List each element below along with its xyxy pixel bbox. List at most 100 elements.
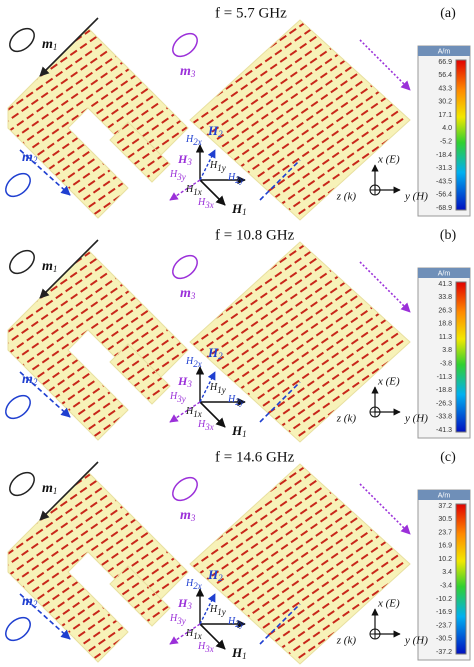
panel-label: (b): [440, 228, 457, 243]
colorbar-tick-label: -11.3: [437, 374, 453, 381]
colorbar-tick-label: -37.2: [436, 649, 452, 656]
vector-subscript: 2: [218, 573, 223, 583]
vector-symbol: H: [207, 345, 219, 360]
vector-symbol: H: [169, 169, 178, 180]
vector-label: H3: [177, 152, 192, 167]
vector-label: H2y: [227, 616, 244, 629]
vector-label: H3: [177, 596, 192, 611]
vector-label: m3: [180, 508, 196, 523]
colorbar-tick-label: 30.2: [438, 99, 452, 106]
vector-symbol: H: [231, 201, 243, 216]
vector-subscript: 2y: [235, 397, 244, 407]
vector-subscript: 3: [190, 69, 196, 79]
vector-symbol: m: [42, 259, 53, 274]
vector-label: H2: [207, 123, 223, 139]
vector-label: H2y: [227, 394, 244, 407]
vector-label: m1: [42, 481, 57, 496]
vector-label: m2: [22, 372, 38, 387]
vector-subscript: 3y: [176, 616, 186, 626]
colorbar-tick-label: 4.0: [442, 125, 452, 132]
vector-symbol: H: [177, 596, 188, 610]
vector-label: m3: [180, 286, 196, 301]
colorbar-tick-label: 11.3: [439, 334, 452, 341]
colorbar-tick-label: -3.4: [440, 582, 452, 589]
vector-symbol: H: [185, 578, 194, 589]
vector-label: H3y: [169, 169, 186, 182]
colorbar-tick-label: -30.5: [436, 636, 452, 643]
axis-label: y (H): [404, 191, 428, 203]
vector-label: H3y: [169, 613, 186, 626]
vector-subscript: 1x: [193, 409, 202, 419]
colorbar-tick-label: -41.3: [436, 427, 452, 434]
colorbar-header: [418, 46, 470, 56]
vector-symbol: H: [185, 134, 194, 145]
vector-subscript: 2: [218, 129, 223, 139]
colorbar-tick-label: 43.3: [438, 85, 452, 92]
colorbar-tick-label: -56.4: [436, 192, 452, 199]
colorbar-tick-label: 26.3: [438, 307, 452, 314]
vector-subscript: 3x: [204, 422, 214, 432]
vector-subscript: 3: [186, 157, 192, 167]
axis-label: x (E): [377, 154, 400, 166]
axis-label: y (H): [404, 413, 428, 425]
colorbar-tick-label: 18.8: [438, 321, 452, 328]
vector-label: H1x: [185, 184, 202, 197]
vector-symbol: H: [227, 172, 236, 183]
vector-subscript: 3y: [176, 172, 186, 182]
vector-subscript: 1y: [217, 385, 226, 395]
vector-subscript: 1: [53, 486, 58, 496]
panel-label: (a): [440, 6, 456, 21]
vector-subscript: 1y: [217, 607, 226, 617]
vector-symbol: H: [227, 394, 236, 405]
vector-label: H1y: [209, 604, 226, 617]
vector-symbol: H: [169, 613, 178, 624]
axis-label: x (E): [377, 598, 400, 610]
vector-symbol: H: [207, 567, 219, 582]
axis-label: x (E): [377, 376, 400, 388]
vector-label: m2: [22, 150, 38, 165]
colorbar-scale: [455, 281, 467, 433]
vector-subscript: 3x: [204, 200, 214, 210]
vector-subscript: 2x: [193, 359, 202, 369]
vector-label: H1y: [209, 382, 226, 395]
colorbar-tick-label: 66.9: [438, 59, 452, 66]
vector-subscript: 1x: [193, 631, 202, 641]
vector-subscript: 1: [242, 429, 247, 439]
vector-label: H2: [207, 345, 223, 361]
panel-label: (c): [440, 450, 456, 465]
colorbar-tick-label: -33.8: [436, 414, 452, 421]
vector-symbol: H: [185, 184, 194, 195]
vector-label: H3y: [169, 391, 186, 404]
vector-label: H3x: [197, 419, 214, 432]
colorbar-tick-label: -10.2: [436, 596, 452, 603]
vector-symbol: H: [197, 641, 206, 652]
vector-subscript: 3y: [176, 394, 186, 404]
vector-subscript: 3: [186, 601, 192, 611]
vector-symbol: H: [209, 382, 218, 393]
vector-symbol: H: [209, 160, 218, 171]
colorbar-tick-label: -68.9: [436, 205, 452, 212]
axis-label: z (k): [336, 191, 357, 203]
colorbar-tick-label: 33.8: [438, 294, 452, 301]
vector-label: H1: [231, 645, 247, 661]
axis-label: z (k): [336, 413, 357, 425]
vector-label: H1x: [185, 406, 202, 419]
colorbar-tick-label: -16.9: [436, 609, 452, 616]
vector-symbol: m: [42, 481, 53, 496]
vector-label: m1: [42, 259, 57, 274]
vector-subscript: 3x: [204, 644, 214, 654]
vector-subscript: 2y: [235, 175, 244, 185]
vector-label: H2: [207, 567, 223, 583]
vector-subscript: 2: [33, 377, 38, 387]
colorbar-tick-label: -18.4: [436, 152, 452, 159]
colorbar-scale: [455, 59, 467, 211]
vector-symbol: m: [180, 64, 191, 79]
vector-subscript: 2x: [193, 581, 202, 591]
colorbar-tick-label: 56.4: [438, 72, 452, 79]
colorbar-tick-label: 17.1: [438, 112, 452, 119]
vector-symbol: H: [231, 645, 243, 660]
colorbar-tick-label: -23.7: [436, 622, 452, 629]
axis-label: z (k): [336, 635, 357, 647]
vector-symbol: H: [169, 391, 178, 402]
vector-symbol: H: [185, 356, 194, 367]
